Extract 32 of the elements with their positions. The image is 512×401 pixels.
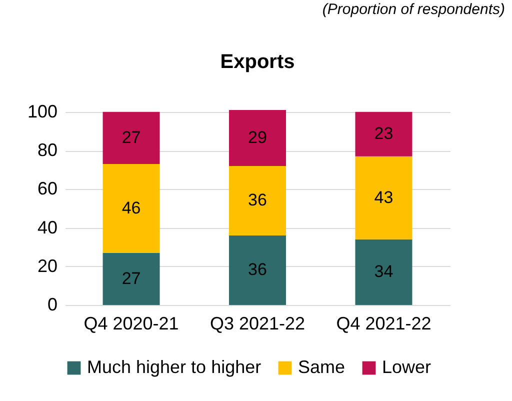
data-label: 36 <box>248 260 267 280</box>
data-label: 36 <box>248 190 267 210</box>
y-tick-label: 40 <box>37 217 58 238</box>
bar <box>229 110 286 166</box>
data-label: 29 <box>248 128 267 147</box>
data-label: 34 <box>374 262 394 282</box>
y-tick-label: 100 <box>27 101 58 122</box>
data-label: 27 <box>122 128 141 147</box>
bar <box>355 156 412 240</box>
y-tick-label: 80 <box>37 140 58 160</box>
bar <box>102 112 160 164</box>
legend-label: Much higher to higher <box>87 357 262 377</box>
legend-label: Same <box>298 357 346 377</box>
bar <box>102 164 160 253</box>
x-tick-label: Q3 2021-22 <box>210 314 306 334</box>
y-tick-label: 20 <box>37 256 58 276</box>
y-tick-label: 60 <box>37 178 58 199</box>
y-tick-label: 0 <box>47 294 58 314</box>
data-label: 43 <box>374 188 394 207</box>
bar <box>229 166 286 236</box>
bar <box>102 252 160 305</box>
text: (Proportion of respondents) <box>322 1 505 18</box>
data-label: 27 <box>122 268 141 288</box>
bar <box>355 112 412 156</box>
legend-label: Lower <box>382 357 432 377</box>
chart-title: Exports <box>220 51 295 73</box>
bar <box>355 239 412 305</box>
bar <box>229 235 286 305</box>
x-tick-label: Q4 2020-21 <box>84 314 179 334</box>
data-label: 23 <box>374 124 394 144</box>
x-tick-label: Q4 2021-22 <box>336 314 432 334</box>
data-label: 46 <box>122 198 141 218</box>
